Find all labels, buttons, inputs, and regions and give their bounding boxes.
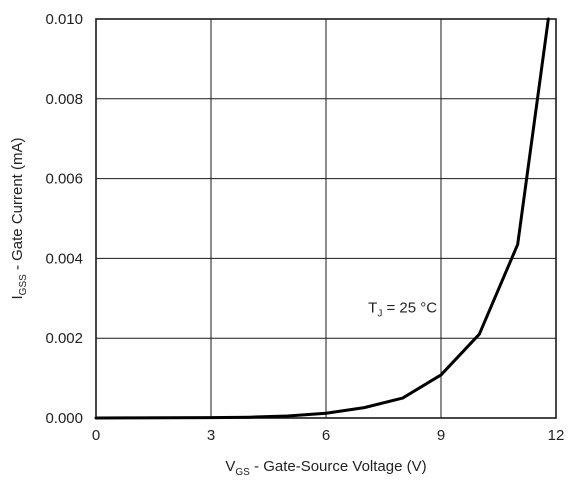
y-tick-label: 0.000	[45, 410, 83, 427]
x-axis-label: VGS - Gate-Source Voltage (V)	[225, 458, 426, 478]
y-tick-label: 0.006	[45, 171, 83, 188]
grid	[96, 19, 556, 418]
x-tick-label: 9	[437, 427, 445, 444]
annotation-tj: TJ = 25 °C	[368, 299, 437, 319]
x-tick-label: 0	[92, 427, 100, 444]
x-axis-ticks: 0 3 6 9 12	[92, 427, 565, 444]
y-axis-label: IGSS - Gate Current (mA)	[9, 138, 29, 300]
x-tick-label: 3	[207, 427, 215, 444]
x-tick-label: 6	[322, 427, 330, 444]
plot-frame	[95, 18, 557, 419]
y-tick-label: 0.002	[45, 330, 83, 347]
y-tick-label: 0.004	[45, 250, 83, 267]
y-tick-label: 0.010	[45, 11, 83, 28]
series-line	[94, 17, 550, 420]
y-axis-ticks: 0.000 0.002 0.004 0.006 0.008 0.010	[45, 11, 83, 427]
y-tick-label: 0.008	[45, 91, 83, 108]
x-tick-label: 12	[548, 427, 565, 444]
